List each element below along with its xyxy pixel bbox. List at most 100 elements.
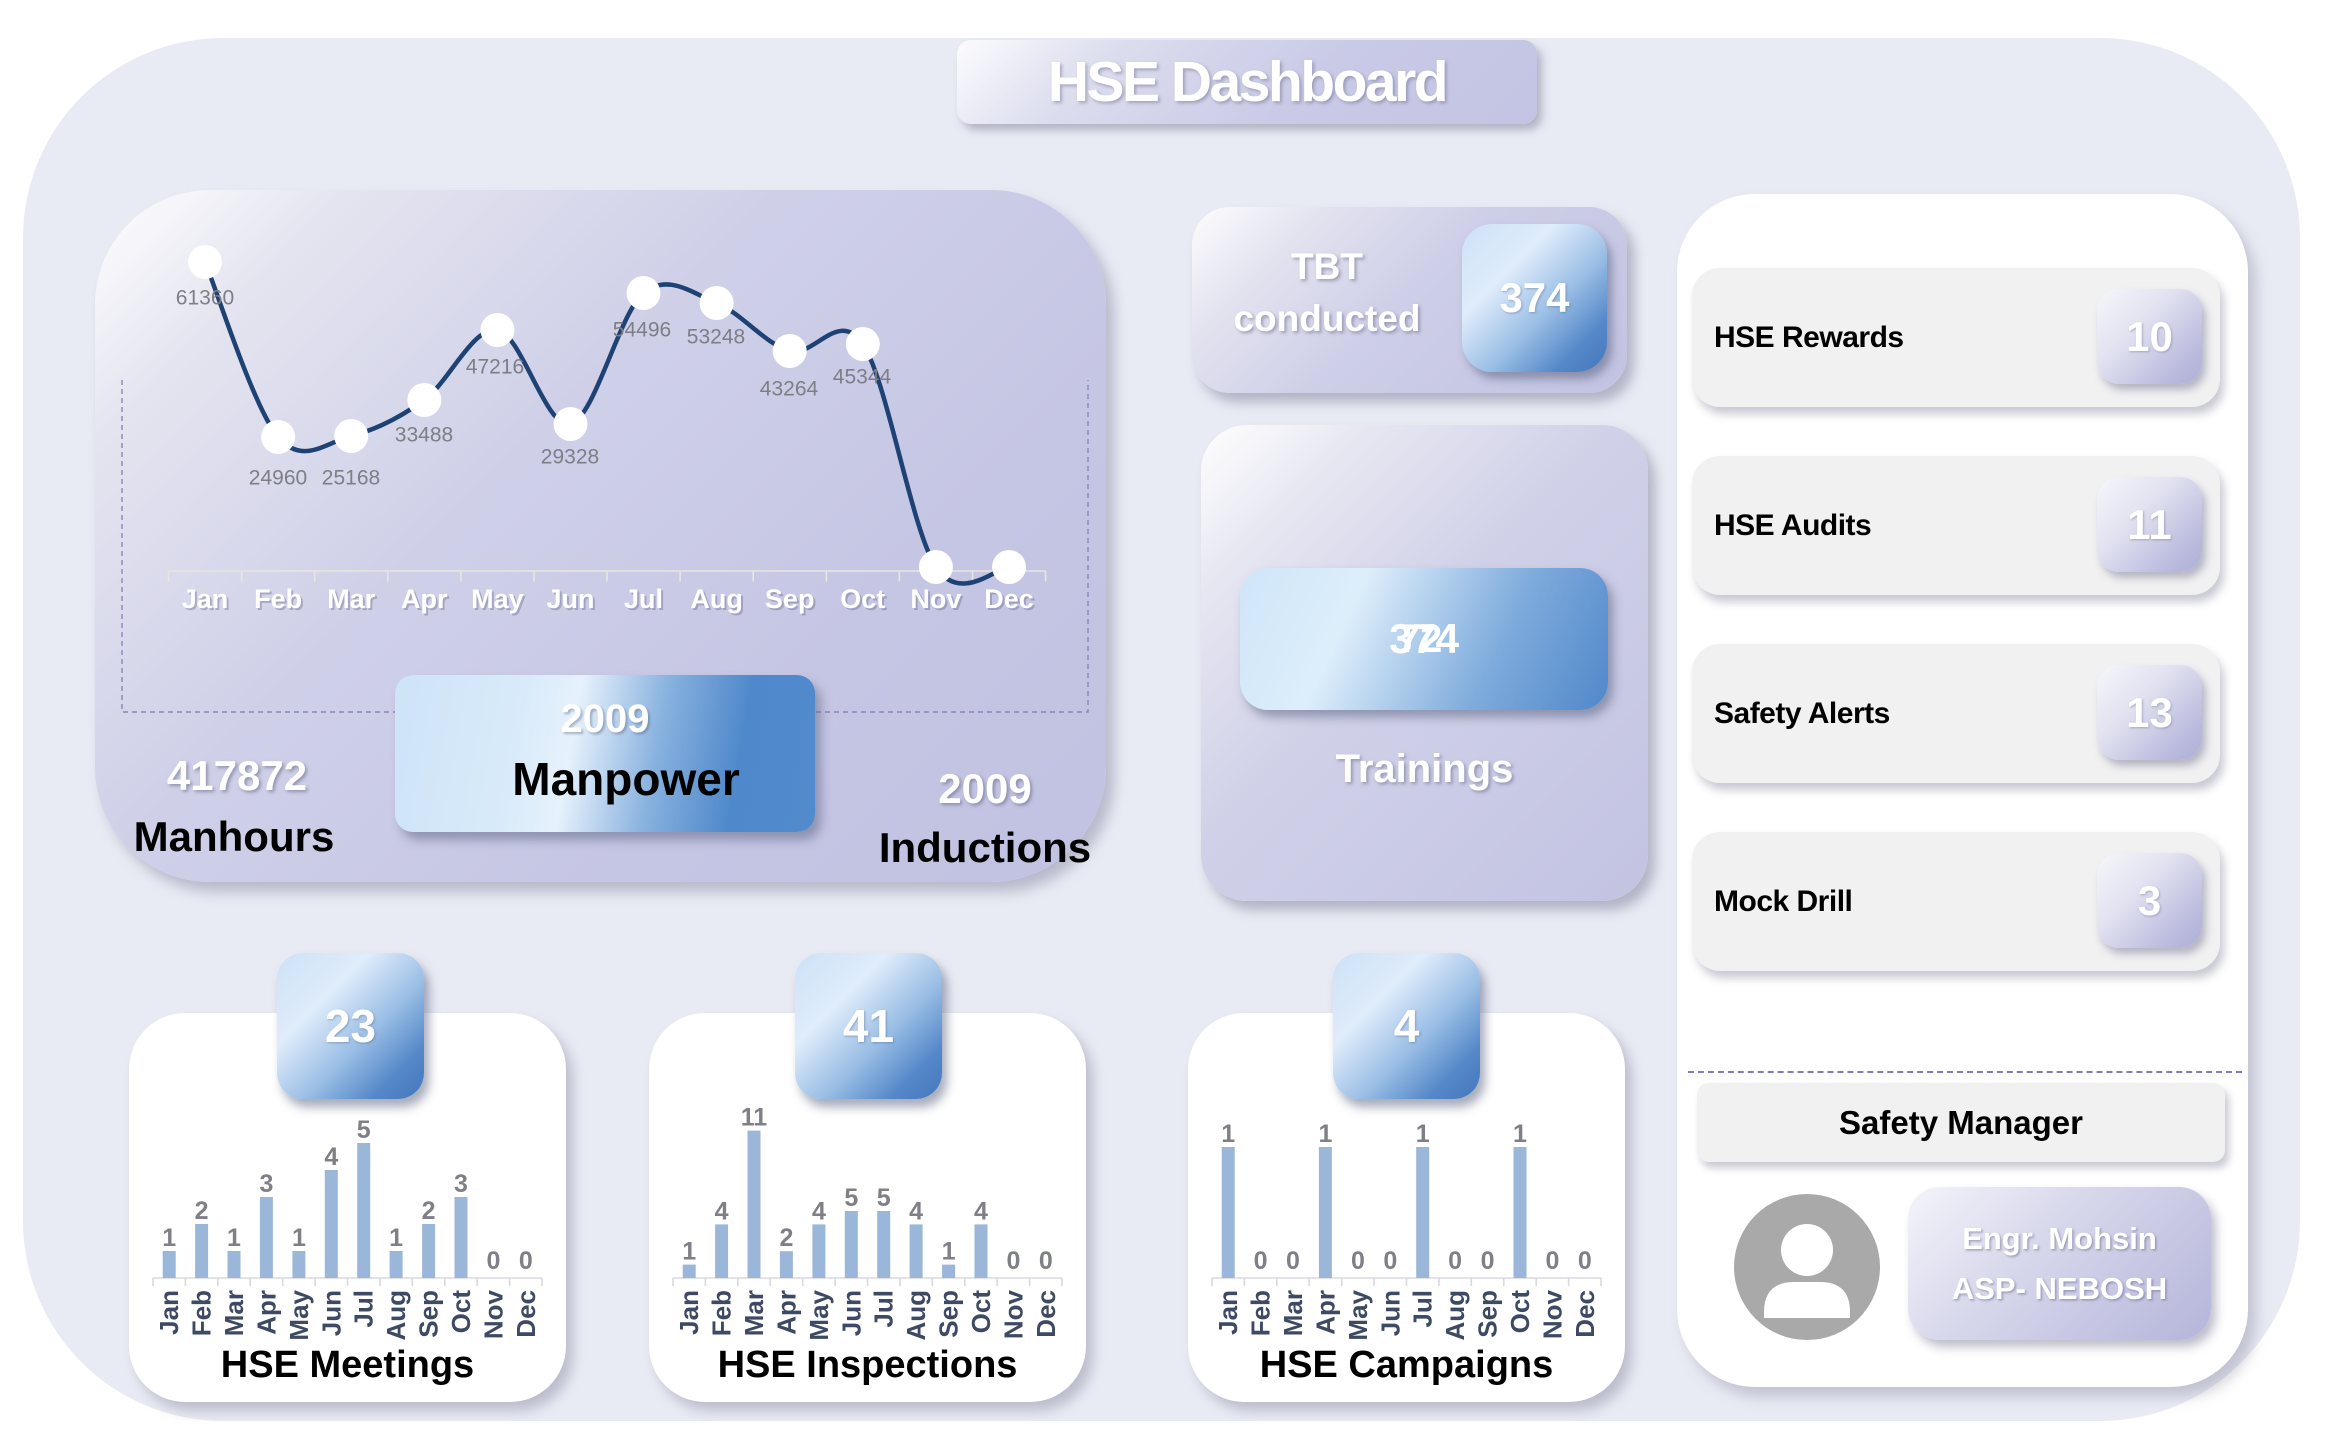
svg-text:0: 0 [519, 1247, 533, 1275]
svg-text:Mar: Mar [219, 1290, 249, 1336]
svg-text:Sep: Sep [934, 1290, 964, 1338]
svg-text:0: 0 [1448, 1247, 1462, 1275]
svg-text:47216: 47216 [466, 356, 524, 379]
svg-text:4: 4 [324, 1143, 338, 1171]
svg-text:0: 0 [1481, 1247, 1495, 1275]
svg-text:1: 1 [227, 1224, 241, 1252]
svg-text:Apr: Apr [771, 1290, 801, 1335]
svg-text:Jun: Jun [316, 1290, 346, 1336]
svg-text:Jan: Jan [1213, 1290, 1243, 1335]
svg-text:Aug: Aug [1440, 1290, 1470, 1341]
svg-text:4: 4 [812, 1197, 826, 1225]
svg-text:61360: 61360 [176, 287, 234, 310]
svg-text:2: 2 [422, 1197, 436, 1225]
svg-text:Dec: Dec [1031, 1290, 1061, 1338]
svg-text:Mar: Mar [1278, 1290, 1308, 1336]
svg-text:0: 0 [1254, 1247, 1268, 1275]
svg-text:Jun: Jun [548, 586, 596, 616]
svg-text:Apr: Apr [403, 586, 450, 616]
svg-text:Mar: Mar [329, 586, 378, 616]
svg-text:0: 0 [1006, 1247, 1020, 1275]
svg-text:Nov: Nov [912, 586, 963, 616]
svg-text:Dec: Dec [511, 1290, 541, 1338]
svg-text:Jul: Jul [349, 1290, 379, 1328]
svg-text:Jun: Jun [836, 1290, 866, 1336]
svg-text:Dec: Dec [1570, 1290, 1600, 1338]
svg-text:Nov: Nov [998, 1289, 1028, 1339]
svg-text:Oct: Oct [842, 586, 887, 616]
svg-text:54496: 54496 [613, 319, 671, 342]
svg-text:11: 11 [741, 1104, 768, 1132]
svg-text:May: May [473, 586, 526, 616]
svg-text:0: 0 [1286, 1247, 1300, 1275]
svg-text:Nov: Nov [910, 584, 961, 614]
svg-text:Jan: Jan [184, 586, 231, 616]
svg-text:Feb: Feb [707, 1290, 737, 1336]
svg-text:43264: 43264 [760, 378, 819, 401]
svg-text:53248: 53248 [687, 326, 745, 349]
svg-text:Jun: Jun [546, 584, 594, 614]
svg-text:Apr: Apr [251, 1290, 281, 1335]
svg-text:Jul: Jul [626, 586, 665, 616]
svg-text:Feb: Feb [256, 586, 304, 616]
svg-text:May: May [804, 1289, 834, 1340]
svg-text:3: 3 [454, 1170, 468, 1198]
svg-text:Nov: Nov [478, 1289, 508, 1339]
svg-text:1: 1 [1221, 1120, 1235, 1148]
svg-text:May: May [1343, 1289, 1373, 1340]
svg-text:Sep: Sep [767, 586, 817, 616]
svg-text:May: May [471, 584, 524, 614]
svg-text:Feb: Feb [1246, 1290, 1276, 1336]
svg-text:Oct: Oct [1505, 1290, 1535, 1334]
svg-text:Nov: Nov [1537, 1289, 1567, 1339]
svg-text:Jan: Jan [674, 1290, 704, 1335]
svg-text:1: 1 [1513, 1120, 1527, 1148]
svg-text:Jul: Jul [1408, 1290, 1438, 1328]
svg-text:1: 1 [682, 1238, 696, 1266]
svg-text:0: 0 [486, 1247, 500, 1275]
svg-text:3: 3 [259, 1170, 273, 1198]
svg-text:1: 1 [1318, 1120, 1332, 1148]
svg-text:2: 2 [779, 1224, 793, 1252]
svg-text:Mar: Mar [739, 1290, 769, 1336]
svg-text:5: 5 [877, 1184, 891, 1212]
svg-text:Dec: Dec [986, 586, 1036, 616]
svg-text:29328: 29328 [541, 446, 599, 469]
svg-text:Apr: Apr [401, 584, 448, 614]
svg-text:5: 5 [357, 1116, 371, 1144]
svg-text:Jan: Jan [182, 584, 229, 614]
svg-text:Feb: Feb [254, 584, 302, 614]
svg-text:1: 1 [1416, 1120, 1430, 1148]
svg-text:1: 1 [292, 1224, 306, 1252]
svg-text:Aug: Aug [692, 586, 744, 616]
svg-text:0: 0 [1039, 1247, 1053, 1275]
svg-text:Dec: Dec [984, 584, 1034, 614]
svg-text:Oct: Oct [446, 1290, 476, 1334]
svg-text:May: May [284, 1289, 314, 1340]
svg-text:Mar: Mar [327, 584, 376, 614]
svg-text:2: 2 [195, 1197, 209, 1225]
svg-text:Feb: Feb [187, 1290, 217, 1336]
svg-text:1: 1 [389, 1224, 403, 1252]
svg-text:0: 0 [1383, 1247, 1397, 1275]
svg-text:24960: 24960 [249, 467, 307, 490]
svg-text:33488: 33488 [395, 424, 453, 447]
svg-text:Sep: Sep [1473, 1290, 1503, 1338]
svg-text:Jan: Jan [154, 1290, 184, 1335]
svg-text:Aug: Aug [690, 584, 742, 614]
svg-text:Sep: Sep [414, 1290, 444, 1338]
svg-text:1: 1 [162, 1224, 176, 1252]
svg-text:5: 5 [844, 1184, 858, 1212]
svg-text:Apr: Apr [1310, 1290, 1340, 1335]
svg-text:0: 0 [1578, 1247, 1592, 1275]
svg-text:Oct: Oct [840, 584, 885, 614]
svg-text:Aug: Aug [381, 1290, 411, 1341]
svg-text:45344: 45344 [833, 366, 892, 389]
svg-text:Oct: Oct [966, 1290, 996, 1334]
svg-text:4: 4 [974, 1197, 988, 1225]
svg-text:Jul: Jul [869, 1290, 899, 1328]
svg-text:25168: 25168 [322, 467, 380, 490]
svg-text:Aug: Aug [901, 1290, 931, 1341]
svg-text:1: 1 [942, 1238, 956, 1266]
svg-text:4: 4 [909, 1197, 923, 1225]
